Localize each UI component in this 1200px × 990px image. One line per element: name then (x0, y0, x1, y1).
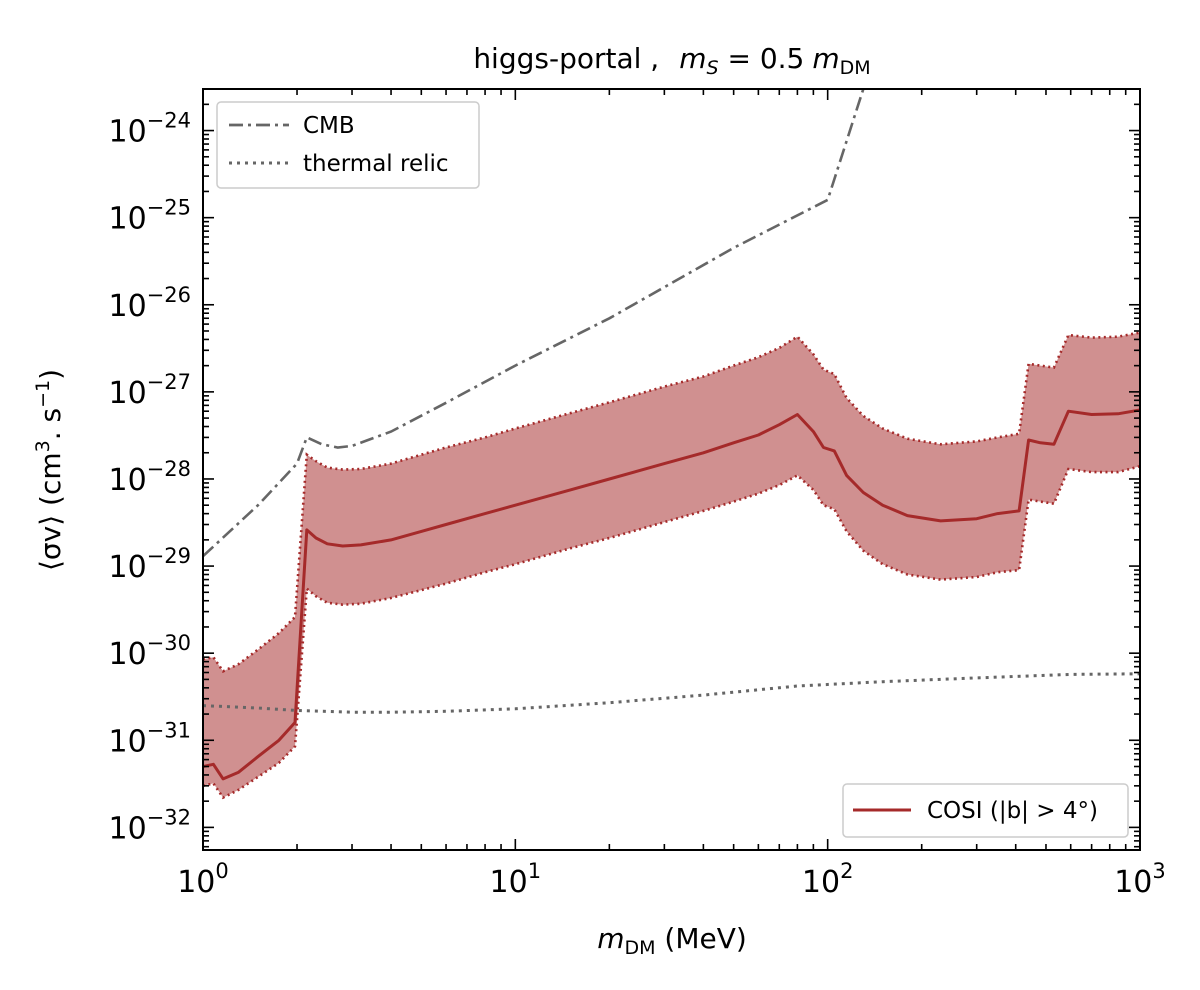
y-tick-label: 10−24 (108, 109, 191, 150)
y-axis-label: ⟨σv⟩ (cm3. s−1) (32, 369, 67, 571)
cmb-line (203, 89, 865, 558)
y-tick-labels: 10−32 10−31 10−30 10−29 10−28 10−27 10−26 10−25… (108, 109, 191, 847)
thermal-relic-line (203, 672, 1140, 714)
x-tick-label: 100 (177, 859, 229, 900)
legend-lower: COSI (|b| > 4°) (842, 783, 1129, 838)
x-tick-labels: 100 101 102 103 (177, 859, 1166, 900)
x-tick-label: 101 (490, 859, 542, 900)
legend-cmb-label: CMB (303, 113, 355, 139)
legend-lower-box (842, 783, 1129, 838)
cosi-band-layer (203, 331, 1140, 800)
legend-cosi-label: COSI (|b| > 4°) (927, 798, 1098, 824)
plot-frame (202, 88, 1141, 851)
y-tick-label: 10−26 (108, 283, 191, 324)
cosi-uncertainty-band (203, 332, 1140, 798)
chart-title: higgs-portal , mS = 0.5 mDM (473, 42, 870, 79)
y-tick-label: 10−31 (108, 718, 191, 759)
y-tick-label: 10−32 (108, 805, 191, 846)
y-tick-label: 10−29 (108, 544, 191, 585)
cosi-line (203, 408, 1140, 781)
x-axis-label: mDM (MeV) (597, 922, 747, 959)
y-tick-label: 10−30 (108, 631, 191, 672)
y-tick-label: 10−25 (108, 196, 191, 237)
y-tick-label: 10−28 (108, 457, 191, 498)
legend-upper-box (216, 101, 480, 189)
y-tick-label: 10−27 (108, 370, 191, 411)
legend-upper: CMB thermal relic (216, 101, 480, 189)
series-lines-layer (203, 89, 1140, 781)
axis-ticks (202, 88, 1141, 850)
x-tick-label: 102 (802, 859, 854, 900)
legend-thermal-label: thermal relic (303, 151, 449, 177)
cosi-band-upper-edge (203, 331, 1140, 673)
x-tick-label: 103 (1114, 859, 1166, 900)
